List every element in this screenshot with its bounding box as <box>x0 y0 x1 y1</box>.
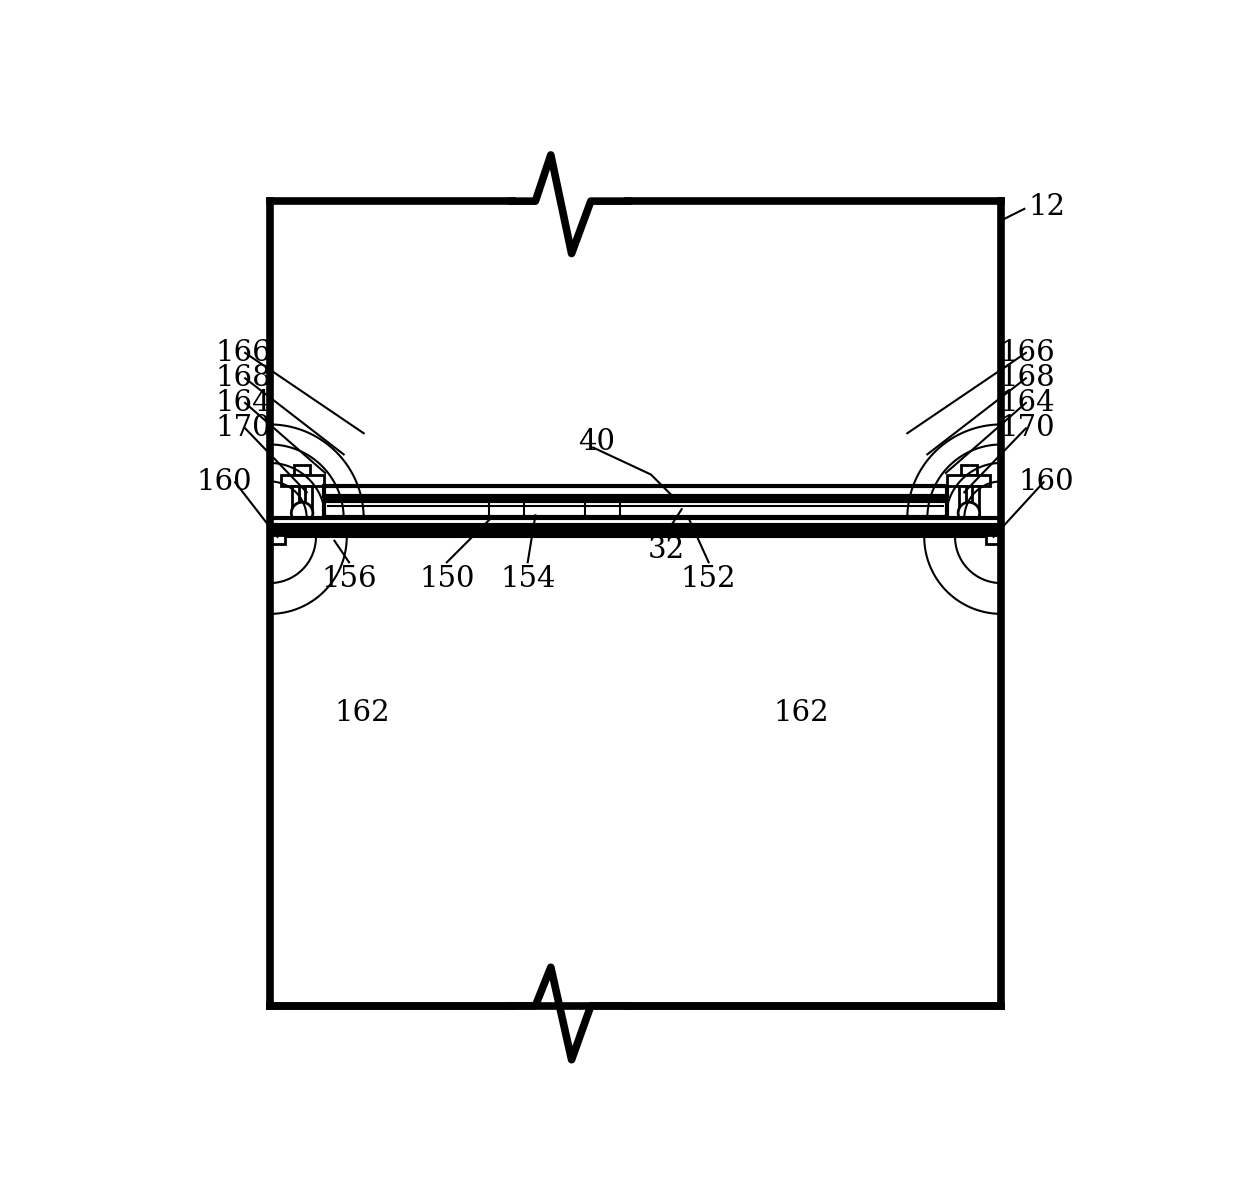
Bar <box>324 486 947 496</box>
Bar <box>947 474 991 486</box>
Bar <box>293 486 299 517</box>
Bar <box>961 465 977 474</box>
Text: 40: 40 <box>578 428 615 456</box>
Text: 12: 12 <box>1028 192 1065 221</box>
Text: 160: 160 <box>197 468 252 496</box>
Text: 162: 162 <box>335 699 389 728</box>
Text: 168: 168 <box>216 364 272 392</box>
Text: 160: 160 <box>1019 468 1074 496</box>
Bar <box>270 532 1001 537</box>
Bar <box>280 474 324 486</box>
Bar <box>972 486 978 517</box>
Bar <box>270 525 1001 529</box>
Bar <box>305 486 312 517</box>
Bar <box>324 502 947 517</box>
Text: 32: 32 <box>647 537 684 564</box>
Bar <box>324 496 947 502</box>
Text: 154: 154 <box>500 565 556 594</box>
Text: 170: 170 <box>999 415 1055 442</box>
Bar <box>959 486 966 517</box>
Text: 164: 164 <box>216 388 272 417</box>
Text: 166: 166 <box>216 339 272 367</box>
Bar <box>986 534 1001 544</box>
Bar <box>294 465 310 474</box>
Text: 156: 156 <box>321 565 377 594</box>
Text: 162: 162 <box>774 699 828 728</box>
Text: 166: 166 <box>999 339 1055 367</box>
Text: 150: 150 <box>419 565 475 594</box>
Bar <box>270 534 285 544</box>
Circle shape <box>959 502 980 523</box>
Text: 168: 168 <box>999 364 1055 392</box>
Text: 164: 164 <box>999 388 1055 417</box>
Circle shape <box>291 502 312 523</box>
Text: 152: 152 <box>681 565 737 594</box>
Text: 170: 170 <box>216 415 272 442</box>
Bar <box>270 519 1001 525</box>
